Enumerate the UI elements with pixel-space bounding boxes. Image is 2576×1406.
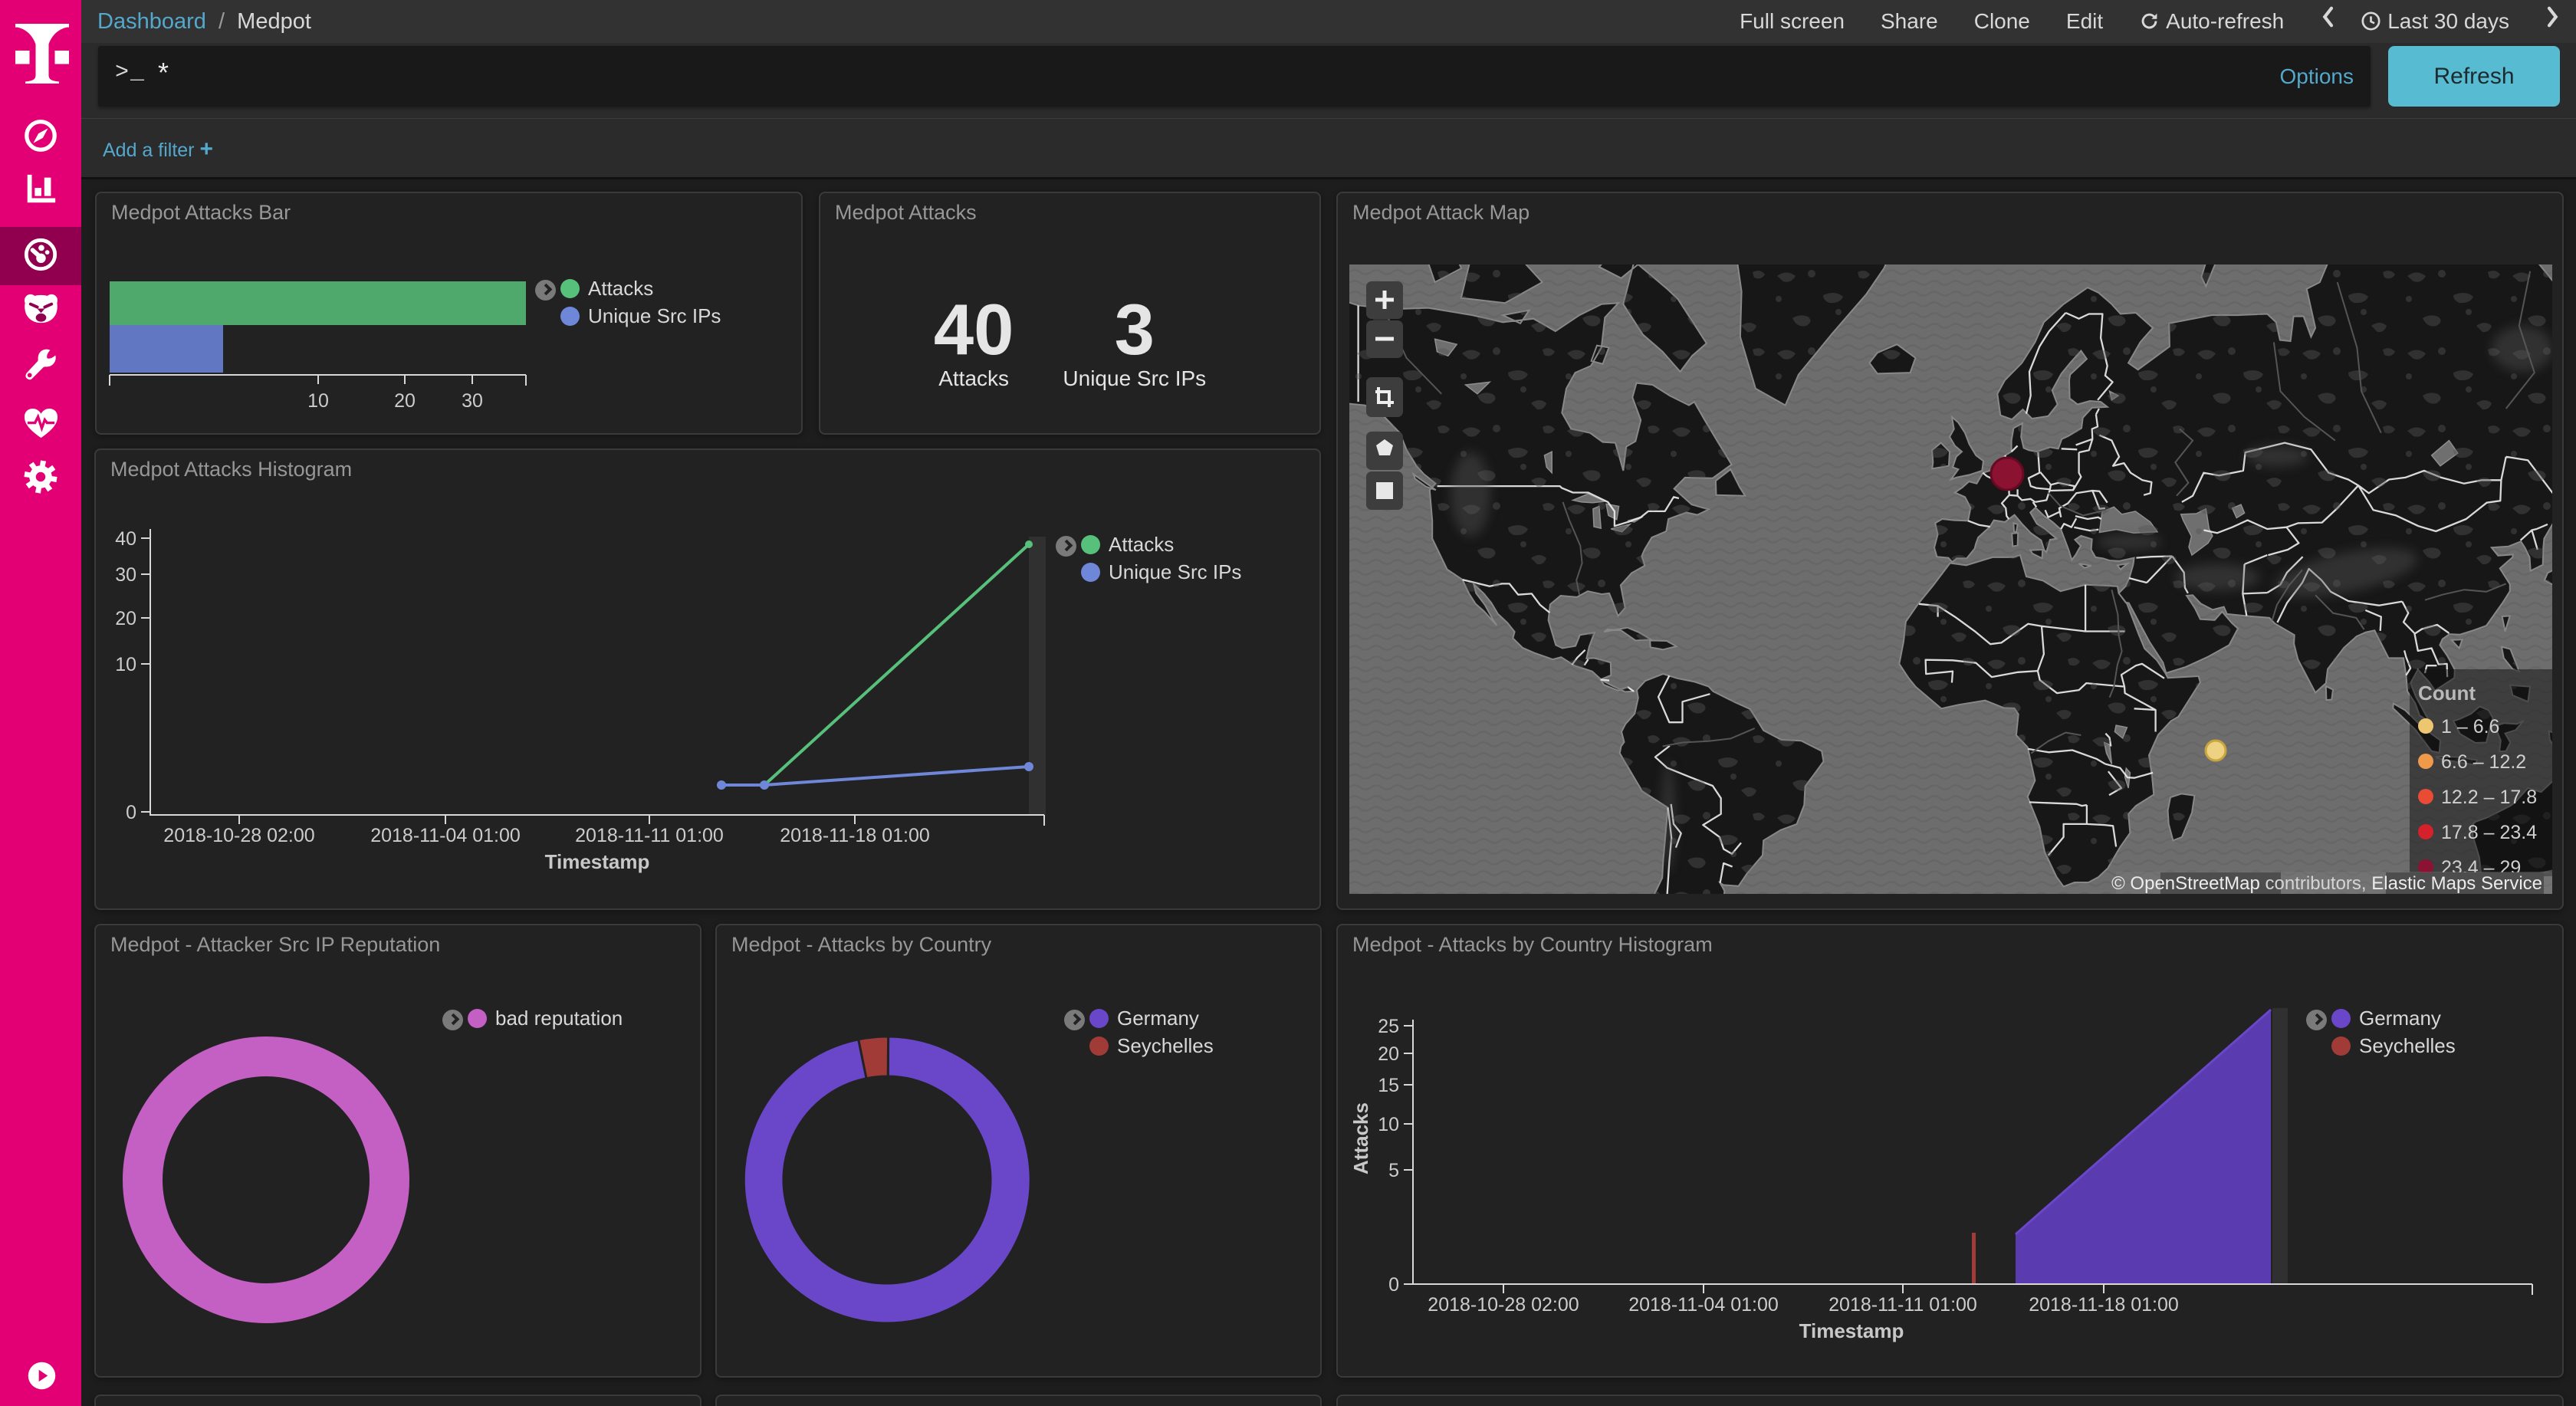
svg-text:15: 15 xyxy=(1378,1075,1399,1096)
svg-text:10: 10 xyxy=(307,390,329,412)
svg-text:30: 30 xyxy=(462,390,483,412)
svg-text:6.6 – 12.2: 6.6 – 12.2 xyxy=(2441,751,2526,773)
svg-text:2018-10-28 02:00: 2018-10-28 02:00 xyxy=(1428,1294,1579,1316)
svg-text:10: 10 xyxy=(1378,1114,1399,1135)
svg-text:Count: Count xyxy=(2418,682,2476,705)
svg-text:© OpenStreetMap contributors,: © OpenStreetMap contributors, Elastic Ma… xyxy=(2111,873,2542,894)
svg-text:Attacks: Attacks xyxy=(1349,1102,1372,1174)
svg-text:2018-11-04 01:00: 2018-11-04 01:00 xyxy=(370,825,521,846)
svg-text:25: 25 xyxy=(1378,1016,1399,1037)
svg-text:2018-11-04 01:00: 2018-11-04 01:00 xyxy=(1628,1294,1779,1316)
svg-text:20: 20 xyxy=(115,608,136,629)
svg-text:1 – 6.6: 1 – 6.6 xyxy=(2441,716,2499,737)
svg-text:17.8 – 23.4: 17.8 – 23.4 xyxy=(2441,822,2537,843)
svg-text:2018-11-11 01:00: 2018-11-11 01:00 xyxy=(575,825,724,846)
svg-text:0: 0 xyxy=(126,802,136,823)
svg-text:2018-10-28 02:00: 2018-10-28 02:00 xyxy=(163,825,314,846)
svg-text:12.2 – 17.8: 12.2 – 17.8 xyxy=(2441,787,2537,808)
svg-text:Timestamp: Timestamp xyxy=(545,850,650,873)
svg-text:Timestamp: Timestamp xyxy=(1799,1319,1904,1342)
svg-text:2018-11-18 01:00: 2018-11-18 01:00 xyxy=(780,825,930,846)
svg-text:10: 10 xyxy=(115,654,136,675)
svg-text:2018-11-11 01:00: 2018-11-11 01:00 xyxy=(1829,1294,1977,1316)
svg-text:0: 0 xyxy=(1388,1274,1399,1296)
svg-text:2018-11-18 01:00: 2018-11-18 01:00 xyxy=(2029,1294,2179,1316)
svg-text:20: 20 xyxy=(394,390,416,412)
svg-text:20: 20 xyxy=(1378,1043,1399,1065)
svg-text:40: 40 xyxy=(115,528,136,550)
svg-text:5: 5 xyxy=(1388,1160,1399,1181)
svg-text:30: 30 xyxy=(115,564,136,586)
